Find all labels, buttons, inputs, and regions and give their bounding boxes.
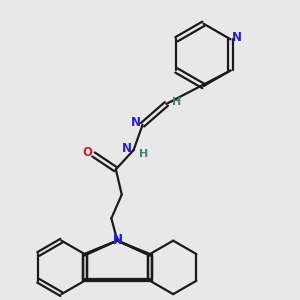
Text: H: H [172, 98, 182, 107]
Text: H: H [140, 148, 149, 159]
Text: N: N [232, 31, 242, 44]
Text: N: N [131, 116, 141, 129]
Text: N: N [112, 234, 123, 247]
Text: N: N [122, 142, 132, 155]
Text: N: N [112, 233, 123, 246]
Text: O: O [82, 146, 92, 159]
